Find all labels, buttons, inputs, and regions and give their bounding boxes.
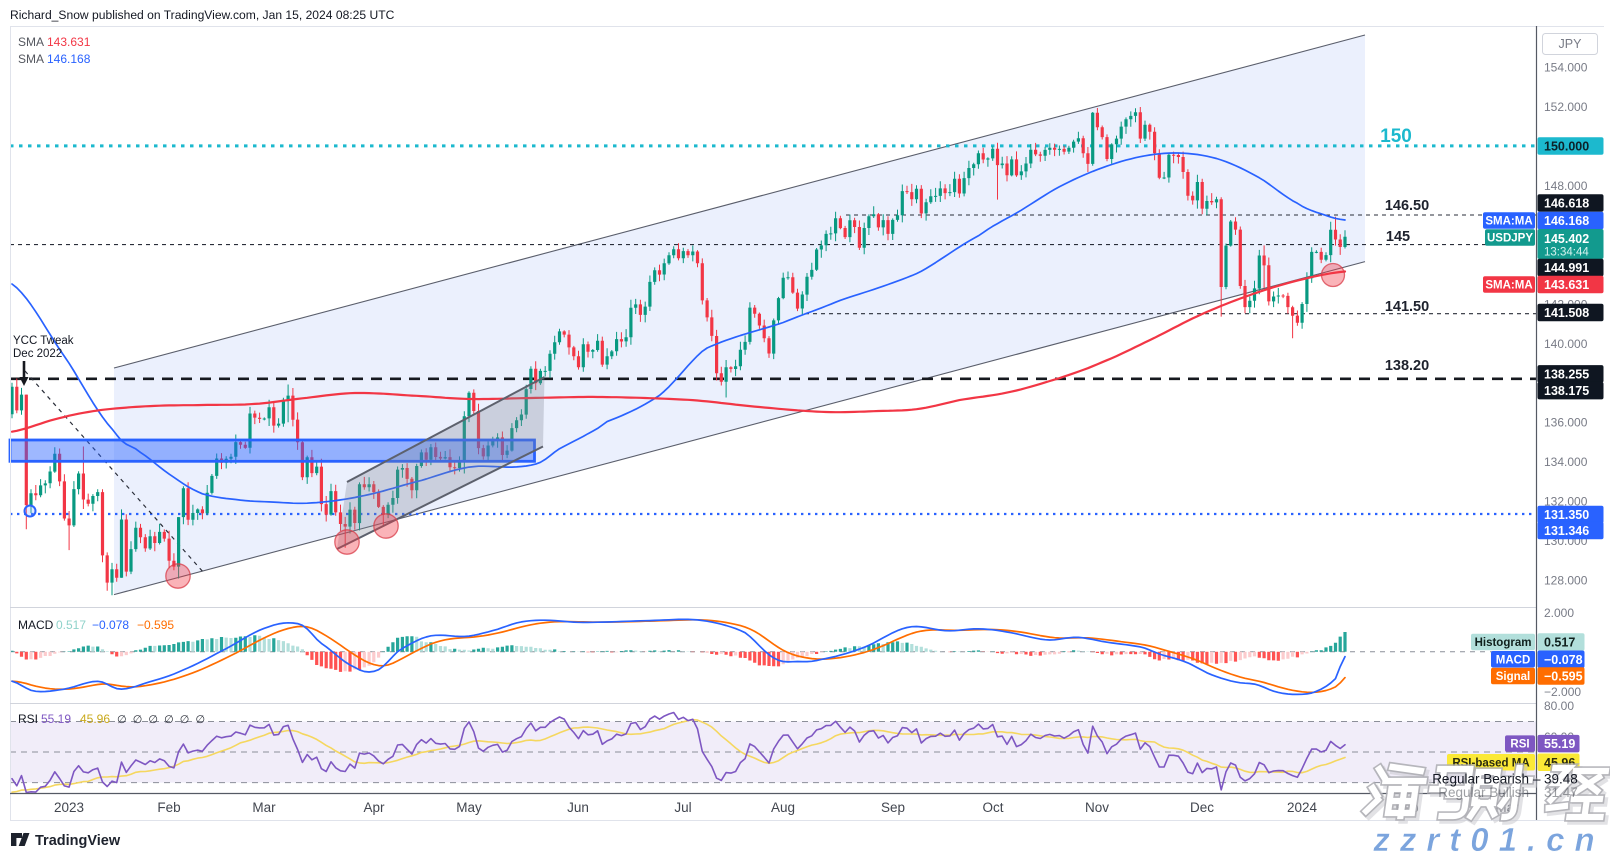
svg-text:MACD: MACD xyxy=(18,618,54,632)
svg-text:141.508: 141.508 xyxy=(1544,306,1589,320)
svg-text:31.47: 31.47 xyxy=(1544,785,1578,800)
svg-text:USDJPY: USDJPY xyxy=(1487,233,1533,245)
svg-text:0.517: 0.517 xyxy=(1544,636,1575,650)
svg-text:146.50: 146.50 xyxy=(1385,198,1429,214)
svg-text:145: 145 xyxy=(1386,229,1410,245)
svg-text:May: May xyxy=(456,800,482,815)
svg-text:138.175: 138.175 xyxy=(1544,384,1589,398)
svg-text:131.346: 131.346 xyxy=(1544,524,1589,538)
svg-text:Oct: Oct xyxy=(982,800,1003,815)
svg-text:0.517: 0.517 xyxy=(56,618,86,632)
svg-text:∅: ∅ xyxy=(164,714,174,726)
svg-text:∅: ∅ xyxy=(196,714,206,726)
svg-text:144.991: 144.991 xyxy=(1544,261,1589,275)
svg-text:Richard_Snow published on Trad: Richard_Snow published on TradingView.co… xyxy=(10,8,395,22)
svg-text:RSI: RSI xyxy=(18,712,38,726)
svg-text:Dec 2022: Dec 2022 xyxy=(13,348,62,360)
svg-text:2.000: 2.000 xyxy=(1544,606,1574,620)
svg-text:∅: ∅ xyxy=(180,714,190,726)
svg-text:YCC Tweak: YCC Tweak xyxy=(13,335,74,347)
svg-text:134.000: 134.000 xyxy=(1544,455,1588,469)
svg-text:154.000: 154.000 xyxy=(1544,61,1588,75)
svg-text:SMA: SMA xyxy=(18,35,44,49)
svg-text:Signal: Signal xyxy=(1496,671,1531,683)
svg-text:Aug: Aug xyxy=(771,800,795,815)
svg-text:146.618: 146.618 xyxy=(1544,197,1589,211)
svg-text:∅: ∅ xyxy=(148,714,158,726)
svg-text:136.000: 136.000 xyxy=(1544,416,1588,430)
svg-text:55.19: 55.19 xyxy=(1544,737,1575,751)
svg-text:Regular Bullish: Regular Bullish xyxy=(1438,785,1529,800)
svg-text:Mar: Mar xyxy=(252,800,276,815)
svg-text:80.00: 80.00 xyxy=(1544,699,1574,713)
svg-text:2023: 2023 xyxy=(54,800,84,815)
svg-text:Jul: Jul xyxy=(674,800,691,815)
svg-text:152.000: 152.000 xyxy=(1544,100,1588,114)
svg-text:2024: 2024 xyxy=(1287,800,1318,815)
svg-text:150: 150 xyxy=(1380,126,1412,147)
svg-text:TradingView: TradingView xyxy=(35,833,121,849)
svg-text:45.96: 45.96 xyxy=(80,712,110,726)
svg-text:Apr: Apr xyxy=(363,800,385,815)
svg-text:150.000: 150.000 xyxy=(1544,139,1589,153)
svg-text:Feb: Feb xyxy=(157,800,180,815)
svg-text:146.168: 146.168 xyxy=(47,52,91,66)
svg-text:39.48: 39.48 xyxy=(1544,772,1578,787)
svg-text:146.168: 146.168 xyxy=(1544,214,1589,228)
svg-text:zzrt01.cn: zzrt01.cn xyxy=(1372,821,1604,857)
svg-text:−0.595: −0.595 xyxy=(137,618,174,632)
svg-text:Histogram: Histogram xyxy=(1475,637,1532,649)
svg-text:13:34:44: 13:34:44 xyxy=(1544,247,1589,259)
svg-text:140.000: 140.000 xyxy=(1544,337,1588,351)
svg-text:145.402: 145.402 xyxy=(1544,232,1589,246)
svg-text:SMA: SMA xyxy=(18,52,44,66)
svg-text:Regular Bearish: Regular Bearish xyxy=(1432,772,1529,787)
svg-text:143.631: 143.631 xyxy=(1544,278,1589,292)
svg-text:∅: ∅ xyxy=(133,714,143,726)
svg-text:143.631: 143.631 xyxy=(47,35,91,49)
svg-text:Jun: Jun xyxy=(567,800,589,815)
svg-text:Nov: Nov xyxy=(1085,800,1109,815)
svg-text:–: – xyxy=(1533,772,1541,787)
svg-text:SMA:MA: SMA:MA xyxy=(1485,280,1532,292)
svg-text:138.255: 138.255 xyxy=(1544,367,1589,381)
svg-text:−2.000: −2.000 xyxy=(1544,685,1581,699)
svg-text:131.350: 131.350 xyxy=(1544,508,1589,522)
svg-text:55.19: 55.19 xyxy=(41,712,71,726)
svg-text:−0.078: −0.078 xyxy=(1544,653,1583,667)
svg-text:MACD: MACD xyxy=(1496,654,1531,666)
svg-text:Dec: Dec xyxy=(1190,800,1214,815)
svg-text:141.50: 141.50 xyxy=(1385,299,1429,315)
svg-text:JPY: JPY xyxy=(1559,37,1583,51)
svg-text:SMA:MA: SMA:MA xyxy=(1485,216,1532,228)
svg-text:∅: ∅ xyxy=(117,714,127,726)
svg-text:132.000: 132.000 xyxy=(1544,495,1588,509)
svg-text:−0.078: −0.078 xyxy=(92,618,129,632)
svg-text:RSI: RSI xyxy=(1510,739,1529,751)
svg-text:148.000: 148.000 xyxy=(1544,179,1588,193)
svg-text:138.20: 138.20 xyxy=(1385,358,1429,374)
svg-text:−0.595: −0.595 xyxy=(1544,670,1583,684)
svg-text:Sep: Sep xyxy=(881,800,905,815)
svg-text:128.000: 128.000 xyxy=(1544,574,1588,588)
